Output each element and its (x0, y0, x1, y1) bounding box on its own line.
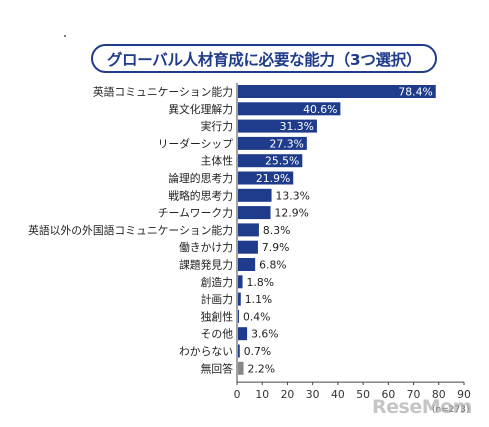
category-label: わからない (179, 345, 233, 358)
value-label: 6.8% (259, 259, 286, 272)
bar (238, 258, 256, 271)
category-label: 実行力 (201, 119, 233, 133)
x-tick-label: 60 (381, 388, 395, 401)
bar (238, 240, 258, 254)
value-label: 1.1% (245, 293, 272, 306)
chart-title: グローバル人材育成に必要な能力（3つ選択） (91, 44, 437, 73)
x-tick-label: 80 (432, 388, 446, 401)
bar (238, 136, 307, 150)
value-label: 0.7% (244, 345, 271, 358)
bar (238, 275, 243, 289)
category-label: その他 (201, 328, 234, 341)
value-label: 27.3% (270, 137, 304, 150)
category-label: 戦略的思考力 (168, 188, 233, 202)
value-labels: 78.4% 40.6% 31.3% 27.3% 25.5% 21.9% 13.3% 12.9%… (243, 86, 433, 376)
bar (238, 327, 248, 341)
value-label: 8.3% (263, 224, 290, 237)
category-label: 英語以外の外国語コミュニケーション能力 (28, 223, 233, 237)
bar (238, 188, 272, 202)
category-label: 働きかけ力 (179, 241, 233, 254)
x-axis: 0 10 20 30 40 50 60 70 80 90 (234, 83, 471, 401)
value-label: 25.5% (265, 155, 299, 168)
category-label: 計画力 (201, 292, 233, 306)
x-tick-label: 50 (356, 388, 370, 401)
value-label: 78.4% (398, 86, 432, 99)
x-tick-label: 10 (255, 388, 269, 401)
category-label: 独創性 (201, 309, 234, 323)
bar (238, 344, 240, 358)
value-label: 1.8% (247, 276, 274, 289)
bar (238, 119, 317, 133)
category-label: チームワーク力 (158, 207, 233, 220)
x-tick-label: 70 (407, 388, 421, 401)
value-label: 12.9% (275, 207, 309, 220)
category-label: 英語コミュニケーション能力 (93, 85, 233, 99)
value-label: 13.3% (276, 189, 310, 202)
bar (238, 223, 259, 237)
category-label: 主体性 (201, 154, 234, 168)
bar (238, 361, 244, 375)
bar (238, 171, 294, 185)
bar (238, 292, 241, 306)
bar (238, 154, 303, 168)
value-label: 3.6% (251, 328, 278, 341)
bar (238, 206, 271, 220)
bar (238, 102, 341, 116)
category-label: リーダーシップ (158, 136, 234, 150)
category-label: 課題発見力 (179, 258, 233, 272)
x-tick-label: 20 (281, 388, 295, 401)
value-label: 7.9% (262, 241, 289, 254)
value-label: 31.3% (280, 120, 314, 133)
sample-size-label: (n=273) (432, 405, 470, 415)
value-label: 0.4% (243, 310, 270, 323)
bar (238, 85, 436, 98)
watermark-logo: ReseMom (372, 396, 472, 418)
value-label: 40.6% (303, 103, 337, 116)
value-label: 2.2% (248, 362, 275, 375)
bar (238, 309, 240, 323)
bars (238, 85, 436, 375)
value-label: 21.9% (256, 172, 290, 185)
category-label: 創造力 (201, 275, 233, 289)
x-tick-label: 90 (457, 388, 471, 401)
category-labels: 英語コミュニケーション能力異文化理解力実行力リーダーシップ主体性論理的思考力戦略… (28, 85, 233, 376)
x-tick-label: 30 (306, 388, 320, 401)
x-tick-label: 40 (331, 388, 345, 401)
category-label: 無回答 (201, 361, 234, 375)
x-tick-label: 0 (234, 388, 241, 401)
category-label: 論理的思考力 (168, 171, 233, 185)
category-label: 異文化理解力 (168, 102, 233, 116)
decorative-dot (64, 35, 66, 37)
